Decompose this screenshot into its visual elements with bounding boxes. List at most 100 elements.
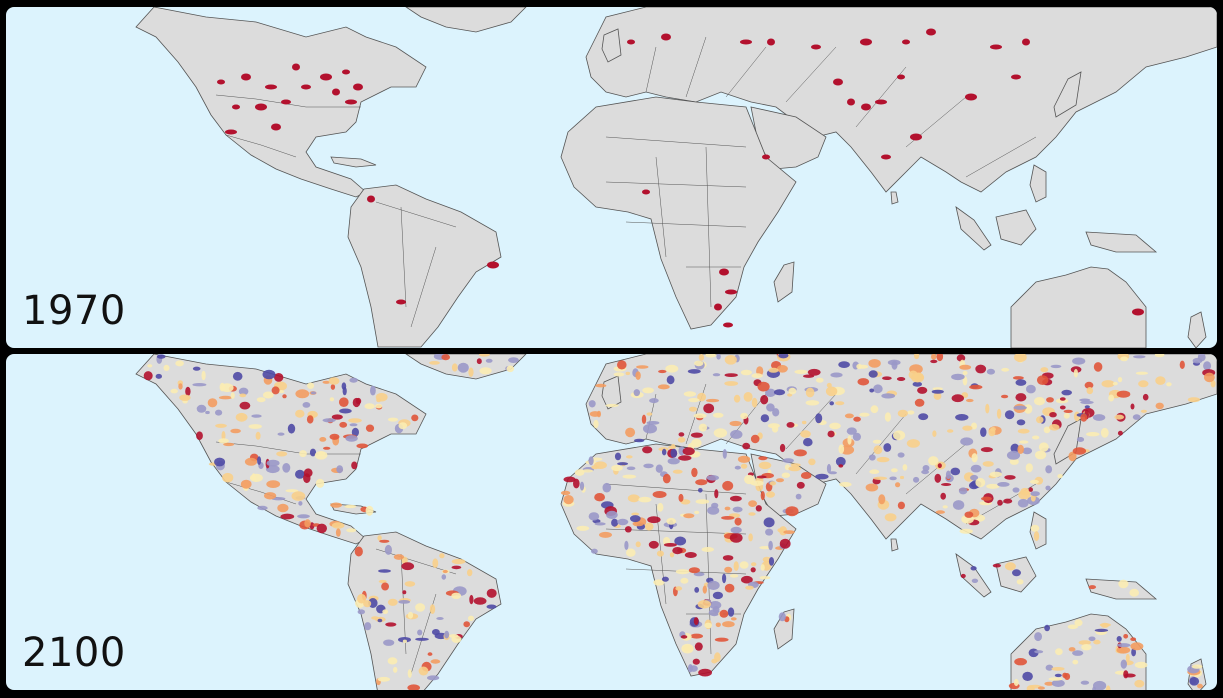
change-patch [1197, 354, 1206, 362]
hotspot-patch [897, 74, 905, 80]
change-patch [934, 473, 942, 483]
change-patch [826, 382, 832, 388]
change-patch [1073, 368, 1078, 378]
change-patch [1191, 664, 1203, 669]
change-patch [387, 657, 398, 665]
change-patch [768, 367, 779, 373]
change-patch [694, 587, 700, 593]
change-patch [441, 354, 451, 361]
change-patch [442, 569, 448, 574]
change-patch [816, 377, 824, 383]
change-patch [1034, 632, 1042, 642]
change-patch [282, 463, 291, 473]
hotspot-patch [396, 299, 406, 305]
change-patch [935, 510, 945, 514]
change-patch [594, 522, 606, 526]
change-patch [1014, 354, 1027, 363]
change-patch [147, 364, 153, 368]
change-patch [695, 499, 710, 504]
change-patch [1074, 619, 1083, 627]
change-patch [970, 474, 979, 481]
change-patch [985, 403, 990, 414]
hotspot-patch [353, 83, 363, 91]
change-patch [1013, 678, 1019, 687]
change-patch [907, 410, 915, 415]
change-patch [730, 526, 742, 534]
change-patch [693, 617, 699, 626]
change-patch [264, 492, 277, 500]
change-patch [218, 438, 229, 444]
change-patch [1004, 562, 1016, 571]
change-patch [873, 476, 888, 480]
hotspot-patch [811, 44, 821, 50]
change-patch [785, 506, 799, 517]
change-patch [375, 403, 383, 409]
change-patch [1120, 659, 1128, 669]
change-patch [865, 483, 879, 492]
south-america-landmass [347, 184, 502, 348]
change-patch [478, 354, 490, 357]
change-patch [451, 363, 458, 372]
change-patch [627, 494, 640, 503]
change-patch [377, 535, 382, 541]
change-patch [626, 455, 633, 459]
hotspot-patch [875, 99, 887, 105]
change-patch [695, 479, 708, 486]
change-patch [677, 437, 686, 443]
change-patch [703, 403, 715, 414]
change-patch [846, 427, 857, 435]
philippines-landmass [1029, 164, 1047, 203]
change-patch [835, 456, 846, 467]
change-patch [872, 439, 882, 444]
hotspot-patch [833, 78, 843, 86]
change-patch [661, 576, 669, 582]
change-patch [606, 510, 618, 519]
change-patch [856, 363, 863, 370]
change-patch [830, 372, 843, 378]
change-patch [1044, 624, 1050, 632]
change-patch [602, 482, 612, 493]
change-patch [1166, 382, 1172, 387]
change-patch [940, 492, 946, 500]
change-patch [178, 383, 183, 390]
change-patch [697, 392, 706, 402]
change-patch [398, 422, 408, 430]
change-patch [379, 539, 390, 543]
change-patch [563, 495, 574, 505]
change-patch [815, 473, 829, 480]
change-patch [690, 633, 703, 639]
change-patch [1088, 585, 1097, 590]
change-patch [917, 386, 928, 394]
change-patch [239, 393, 247, 398]
change-patch [932, 430, 937, 437]
change-patch [742, 442, 751, 450]
change-patch [1117, 377, 1123, 383]
change-patch [576, 525, 590, 531]
change-patch [444, 630, 450, 639]
change-patch [647, 516, 661, 524]
change-patch [1179, 360, 1185, 369]
change-patch [617, 360, 627, 370]
change-patch [1155, 376, 1166, 385]
change-patch [844, 413, 854, 419]
change-patch [1015, 379, 1027, 386]
change-patch [238, 387, 249, 396]
change-patch [1072, 447, 1087, 455]
change-patch [1100, 427, 1109, 438]
change-patch [1055, 648, 1063, 656]
change-patch [975, 477, 986, 488]
change-patch [215, 409, 223, 416]
change-patch [896, 377, 906, 381]
change-patch [1134, 661, 1148, 669]
change-patch [1009, 458, 1019, 465]
change-patch [931, 354, 937, 360]
change-patch [632, 521, 644, 527]
change-patch [430, 659, 441, 664]
change-patch [196, 431, 203, 440]
change-patch [307, 382, 315, 389]
change-patch [594, 493, 605, 502]
change-patch [730, 617, 737, 621]
hotspot-patch [1011, 74, 1021, 80]
change-patch [969, 384, 983, 390]
change-patch [1094, 628, 1109, 632]
